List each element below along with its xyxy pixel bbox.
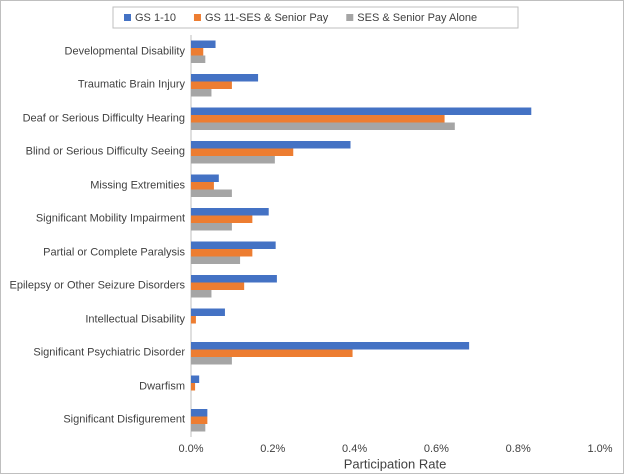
- bar: [191, 241, 276, 249]
- bar: [191, 189, 232, 197]
- y-tick-label: Deaf or Serious Difficulty Hearing: [22, 112, 185, 125]
- y-tick-label: Missing Extremities: [90, 179, 185, 192]
- bar: [191, 55, 206, 63]
- bar: [191, 182, 214, 190]
- bar: [191, 275, 277, 283]
- bar: [191, 223, 232, 231]
- legend-swatch: [346, 14, 354, 21]
- bar: [191, 308, 225, 316]
- legend-swatch: [193, 14, 201, 21]
- bar: [191, 357, 232, 365]
- x-axis-title: Participation Rate: [344, 456, 447, 471]
- y-tick-label: Partial or Complete Paralysis: [43, 246, 185, 259]
- y-tick-label: Intellectual Disability: [85, 313, 185, 326]
- bar: [191, 375, 200, 383]
- bar: [191, 115, 445, 123]
- x-tick-label: 1.0%: [587, 443, 612, 455]
- legend-label: GS 11-SES & Senior Pay: [205, 12, 329, 24]
- y-tick-label: Developmental Disability: [64, 45, 185, 58]
- bar: [191, 256, 241, 264]
- x-tick-label: 0.2%: [260, 443, 285, 455]
- bar: [191, 148, 294, 156]
- bar: [191, 409, 208, 417]
- y-tick-label: Epilepsy or Other Seizure Disorders: [9, 279, 185, 292]
- legend-label: SES & Senior Pay Alone: [357, 12, 477, 24]
- bar: [191, 74, 259, 82]
- x-tick-label: 0.6%: [424, 443, 449, 455]
- bar: [191, 40, 216, 48]
- bar: [191, 215, 253, 223]
- y-tick-label: Traumatic Brain Injury: [77, 78, 185, 91]
- bar: [191, 141, 351, 149]
- bar: [191, 316, 196, 324]
- bar: [191, 342, 470, 350]
- bar: [191, 81, 232, 89]
- x-tick-label: 0.0%: [178, 443, 203, 455]
- bar: [191, 107, 532, 115]
- bar: [191, 249, 253, 257]
- bar: [191, 48, 204, 56]
- y-tick-label: Blind or Serious Difficulty Seeing: [25, 145, 185, 158]
- bar: [191, 174, 219, 182]
- y-tick-label: Significant Psychiatric Disorder: [33, 346, 185, 359]
- y-tick-label: Dwarfism: [139, 380, 185, 393]
- bar: [191, 349, 353, 357]
- x-tick-label: 0.8%: [506, 443, 531, 455]
- bar: [191, 416, 208, 424]
- bar: [191, 290, 212, 298]
- bar: [191, 208, 269, 216]
- x-tick-label: 0.4%: [342, 443, 367, 455]
- bar: [191, 282, 245, 290]
- bar: [191, 156, 275, 164]
- bar: [191, 424, 206, 432]
- legend-box: [112, 6, 519, 29]
- bar: [191, 383, 196, 391]
- y-tick-label: Significant Disfigurement: [63, 413, 185, 426]
- y-tick-label: Significant Mobility Impairment: [35, 212, 185, 225]
- legend-label: GS 1-10: [135, 12, 176, 24]
- bar: [191, 89, 212, 97]
- legend-swatch: [124, 14, 131, 21]
- bar: [191, 122, 455, 130]
